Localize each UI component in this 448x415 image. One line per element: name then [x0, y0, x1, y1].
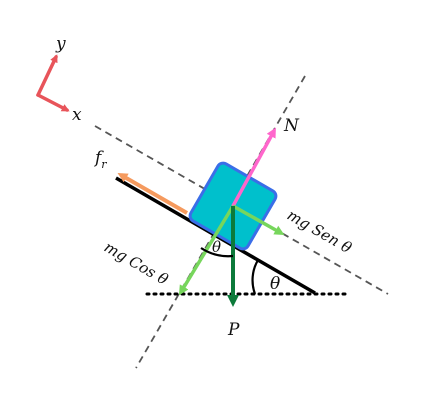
block-angle-label: θ [212, 238, 221, 256]
normal-force-label: N [283, 116, 300, 136]
block-angle-arc [200, 247, 234, 258]
weight-label: P [227, 320, 240, 340]
friction-label: fr [93, 148, 107, 171]
y-axis-arrow [36, 54, 58, 97]
x-axis-arrow [36, 93, 70, 112]
incline-angle-label: θ [270, 274, 280, 294]
perpendicular-component-label: mg Cos θ [101, 238, 171, 289]
incline-angle-arc [251, 259, 259, 295]
perpendicular-component-arrow [178, 205, 235, 296]
x-axis-label: x [72, 105, 82, 125]
normal-force-arrow [231, 127, 276, 207]
y-axis-label: y [55, 34, 66, 54]
axes-icon: y x [36, 34, 82, 125]
friction-arrow [117, 173, 188, 215]
parallel-component-arrow [232, 204, 285, 235]
parallel-component-label: mg Sen θ [284, 206, 355, 257]
